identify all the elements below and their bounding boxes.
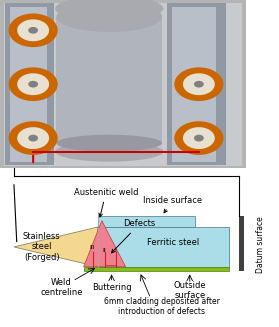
Text: 6mm cladding deposited after
introduction of defects: 6mm cladding deposited after introductio…: [104, 297, 220, 316]
Text: Datum surface: Datum surface: [256, 216, 265, 273]
Circle shape: [28, 135, 38, 142]
Circle shape: [174, 67, 223, 101]
Ellipse shape: [56, 2, 162, 32]
Bar: [98, 227, 229, 267]
Bar: [84, 267, 229, 271]
Circle shape: [17, 73, 49, 95]
Text: Austenitic weld: Austenitic weld: [74, 188, 138, 217]
Circle shape: [28, 81, 38, 88]
Circle shape: [183, 73, 215, 95]
Bar: [172, 7, 216, 162]
Bar: [56, 17, 162, 143]
Text: Defects: Defects: [112, 219, 156, 253]
Circle shape: [17, 127, 49, 149]
Circle shape: [28, 27, 38, 34]
Ellipse shape: [55, 142, 163, 162]
Circle shape: [174, 121, 223, 155]
Text: Outside
surface: Outside surface: [174, 281, 206, 300]
Polygon shape: [14, 227, 98, 267]
Text: II: II: [103, 248, 107, 253]
Bar: [10, 7, 47, 162]
Circle shape: [194, 81, 204, 88]
Text: Ferritic steel: Ferritic steel: [147, 238, 199, 248]
Text: I: I: [115, 248, 117, 253]
Circle shape: [17, 19, 49, 41]
Text: Inside surface: Inside surface: [143, 196, 203, 213]
Bar: [56, 9, 162, 152]
Bar: [5, 3, 54, 165]
Circle shape: [194, 135, 204, 142]
Circle shape: [9, 13, 58, 47]
Text: Weld
centreline: Weld centreline: [40, 278, 83, 297]
Circle shape: [9, 121, 58, 155]
Text: III: III: [89, 245, 95, 250]
Circle shape: [9, 67, 58, 101]
Bar: [98, 216, 195, 227]
Ellipse shape: [56, 135, 162, 152]
Bar: [167, 3, 226, 165]
Bar: [239, 216, 244, 271]
Text: Buttering: Buttering: [92, 283, 131, 292]
Text: Stainless
steel
(Forged): Stainless steel (Forged): [23, 232, 61, 262]
Polygon shape: [84, 221, 126, 267]
Ellipse shape: [55, 0, 163, 21]
Circle shape: [183, 127, 215, 149]
